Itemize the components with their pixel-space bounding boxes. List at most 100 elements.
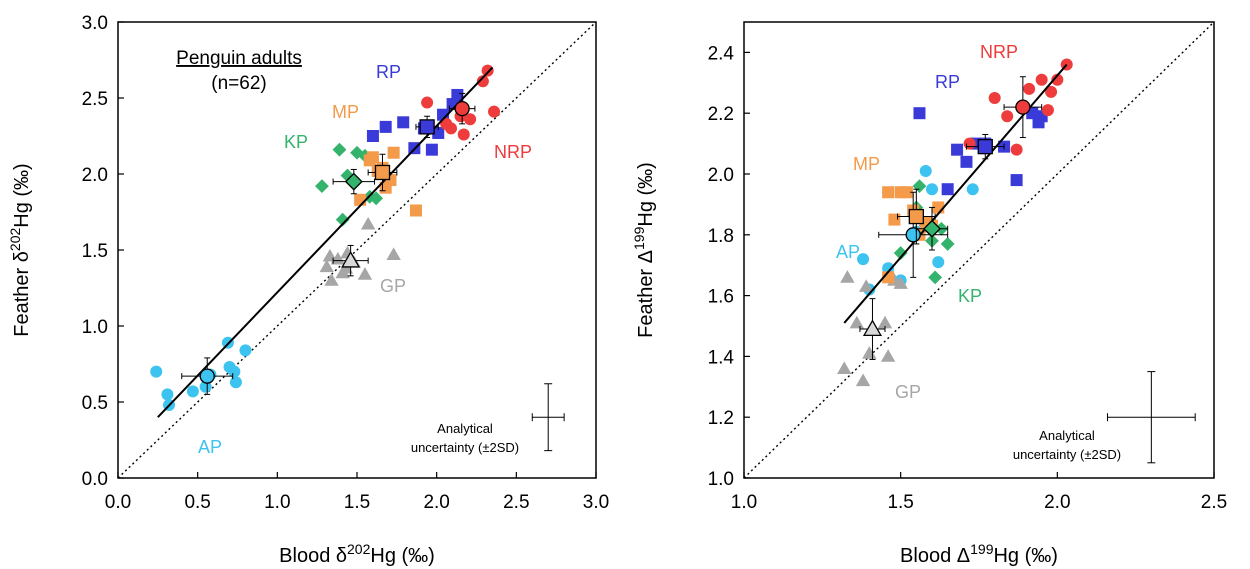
left-mean-kp bbox=[344, 172, 363, 191]
right-point-ap bbox=[882, 262, 895, 275]
left-label-rp: RP bbox=[376, 62, 401, 82]
left-point-kp bbox=[332, 142, 347, 157]
left-x-axis-title: Blood δ202Hg (‰) bbox=[279, 541, 435, 567]
left-point-rp bbox=[366, 130, 379, 142]
left-mean-nrp bbox=[454, 100, 470, 117]
left-point-gp bbox=[324, 273, 339, 286]
right-y-tick-label: 2.0 bbox=[708, 165, 734, 186]
right-x-tick-label: 2.5 bbox=[1201, 492, 1227, 513]
left-point-gp bbox=[357, 267, 373, 280]
right-label-rp: RP bbox=[935, 72, 960, 92]
left-point-nrp bbox=[457, 128, 470, 141]
right-point-ap bbox=[857, 253, 870, 266]
right-one-to-one-line bbox=[743, 21, 1215, 479]
left-point-gp bbox=[319, 259, 334, 273]
left-label-nrp: NRP bbox=[494, 142, 532, 162]
left-y-tick-label: 1.5 bbox=[82, 241, 108, 262]
right-point-gp bbox=[859, 279, 874, 292]
left-mean-rp bbox=[419, 119, 435, 135]
left-regression-line bbox=[157, 66, 494, 418]
panel-right: 1.0 1.5 2.0 2.5 1.0 1.2 1.4 1.6 1.8 2.0 2.2 2.4 Blo… bbox=[631, 21, 1227, 567]
left-point-nrp bbox=[421, 96, 434, 109]
left-x-tick-label: 1.5 bbox=[344, 492, 370, 513]
right-point-ap bbox=[932, 256, 945, 269]
left-one-to-one-line bbox=[117, 21, 597, 479]
right-y-tick-label: 1.6 bbox=[708, 287, 734, 308]
left-uncertainty-label-2: uncertainty (±2SD) bbox=[411, 440, 519, 455]
right-y-tick-label: 1.2 bbox=[708, 408, 734, 429]
right-point-nrp bbox=[988, 92, 1001, 104]
left-point-nrp bbox=[476, 75, 489, 88]
left-point-kp bbox=[369, 191, 384, 206]
right-point-kp bbox=[912, 179, 927, 194]
right-point-rp bbox=[1032, 116, 1045, 129]
right-mean-rp bbox=[977, 138, 993, 155]
left-y-tick-label: 2.5 bbox=[82, 89, 108, 110]
left-y-tick-label: 2.0 bbox=[82, 165, 108, 186]
left-point-kp bbox=[315, 179, 329, 194]
left-point-gp bbox=[360, 216, 376, 230]
right-label-ap: AP bbox=[836, 242, 860, 262]
right-label-nrp: NRP bbox=[980, 42, 1018, 62]
left-plot-marks bbox=[117, 21, 597, 479]
left-point-rp bbox=[379, 120, 392, 133]
left-point-kp bbox=[335, 212, 350, 227]
left-point-rp bbox=[432, 126, 445, 139]
left-y-axis-title: Feather δ202Hg (‰) bbox=[7, 163, 33, 336]
right-uncertainty-label-1: Analytical bbox=[1039, 428, 1095, 443]
right-y-tick-label: 1.4 bbox=[708, 347, 735, 368]
right-regression-line bbox=[843, 63, 1068, 324]
left-point-kp bbox=[350, 145, 364, 160]
left-point-ap bbox=[161, 388, 174, 401]
left-point-ap bbox=[186, 385, 199, 398]
left-mean-gp bbox=[341, 250, 361, 268]
right-point-ap bbox=[966, 183, 979, 196]
right-point-gp bbox=[880, 349, 896, 362]
left-point-mp bbox=[387, 146, 400, 159]
left-x-tick-label: 0.5 bbox=[184, 492, 210, 513]
right-point-rp bbox=[941, 183, 954, 196]
right-mean-nrp bbox=[1015, 99, 1031, 115]
left-point-nrp bbox=[445, 122, 458, 135]
right-point-mp bbox=[900, 186, 913, 199]
right-point-kp bbox=[940, 237, 955, 251]
left-mean-mp bbox=[374, 164, 391, 181]
left-point-mp bbox=[366, 151, 379, 164]
left-x-tick-label: 3.0 bbox=[583, 492, 609, 513]
right-point-kp bbox=[893, 246, 908, 260]
right-point-nrp bbox=[1051, 73, 1064, 86]
right-mean-gp bbox=[862, 319, 882, 336]
left-annotation-title: Penguin adults bbox=[176, 48, 302, 69]
left-x-tick-label: 2.5 bbox=[503, 492, 529, 513]
right-label-gp: GP bbox=[895, 382, 921, 402]
right-label-mp: MP bbox=[853, 154, 880, 174]
left-y-tick-label: 0.5 bbox=[82, 393, 108, 414]
left-x-tick-label: 1.0 bbox=[264, 492, 290, 513]
left-point-rp bbox=[397, 116, 410, 129]
right-point-nrp bbox=[1041, 104, 1054, 117]
right-point-mp bbox=[882, 186, 895, 199]
right-uncertainty-label-2: uncertainty (±2SD) bbox=[1013, 447, 1121, 462]
panel-left: 0.0 0.5 1.0 1.5 2.0 2.5 3.0 0.0 0.5 1.0 1.5 2.0 2.5 3… bbox=[7, 13, 609, 567]
right-point-kp bbox=[928, 270, 943, 285]
right-point-rp bbox=[913, 107, 926, 120]
left-label-gp: GP bbox=[380, 276, 406, 296]
right-y-axis-title: Feather Δ199Hg (‰) bbox=[631, 162, 657, 338]
right-point-rp bbox=[951, 143, 964, 156]
right-mean-mp bbox=[908, 208, 924, 225]
right-point-gp bbox=[877, 315, 893, 329]
left-point-rp bbox=[425, 143, 438, 156]
left-point-nrp bbox=[464, 113, 477, 126]
left-y-tick-label: 3.0 bbox=[82, 13, 108, 34]
right-y-tick-label: 1.0 bbox=[708, 469, 734, 490]
left-point-rp bbox=[451, 88, 464, 101]
left-point-nrp bbox=[481, 64, 494, 77]
right-point-nrp bbox=[1023, 82, 1036, 95]
left-label-mp: MP bbox=[332, 102, 359, 122]
right-point-rp bbox=[960, 155, 973, 168]
left-label-kp: KP bbox=[284, 132, 308, 152]
right-point-gp bbox=[855, 373, 871, 387]
right-point-gp bbox=[893, 276, 908, 289]
right-y-tick-label: 1.8 bbox=[708, 226, 734, 247]
